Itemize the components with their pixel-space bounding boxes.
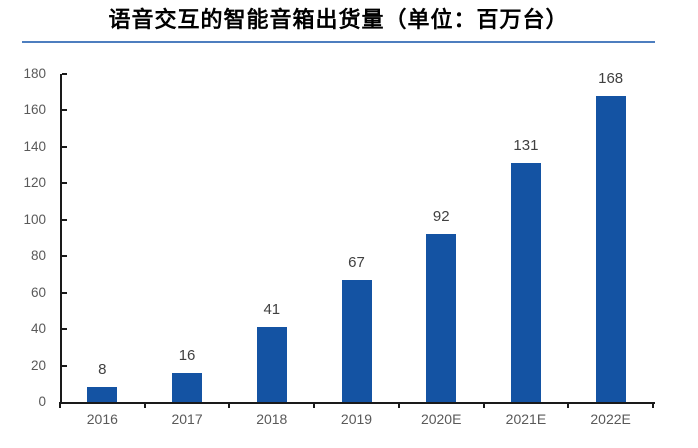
y-axis-tick-label: 180	[23, 66, 46, 81]
y-axis-tick-label: 120	[23, 175, 46, 191]
x-axis-tick-mark	[59, 402, 61, 408]
x-axis-category-label: 2022E	[590, 411, 631, 427]
bar-value-label: 8	[98, 361, 107, 379]
y-axis-tick-label: 60	[30, 284, 46, 300]
bar-2016	[87, 387, 118, 402]
y-axis-tick-mark	[62, 328, 67, 331]
x-axis-tick-mark	[143, 402, 146, 408]
bar-value-label: 168	[598, 69, 624, 87]
y-axis-tick-mark	[62, 364, 67, 367]
x-axis-category-label: 2020E	[420, 411, 462, 427]
x-axis-tick-mark	[228, 402, 231, 408]
y-axis-tick-mark	[62, 182, 67, 185]
y-axis-tick-label: 80	[30, 248, 46, 264]
y-axis-tick-label: 20	[30, 357, 46, 373]
plot-area: 0 20 40 60 80 100 120 140 160 180 8 2016 16 2017 41 201…	[23, 66, 655, 427]
bar-2019	[341, 279, 372, 402]
bar-value-label: 67	[348, 253, 365, 271]
title-divider	[22, 41, 655, 43]
y-axis-tick-label: 160	[23, 102, 46, 118]
bar-value-label: 131	[513, 137, 539, 155]
y-axis-tick-label: 0	[38, 394, 46, 409]
y-axis-tick-label: 100	[23, 211, 46, 227]
x-axis-line	[60, 402, 655, 404]
y-axis-tick-mark	[62, 255, 67, 258]
y-axis-tick-mark	[62, 145, 67, 148]
bar-value-label: 16	[178, 346, 196, 364]
y-axis-tick-label: 40	[30, 321, 46, 337]
bar-2017	[172, 372, 203, 402]
y-axis-tick-label: 140	[23, 138, 46, 154]
chart-title: 语音交互的智能音箱出货量（单位：百万台）	[108, 8, 569, 33]
x-axis-category-label: 2017	[171, 411, 203, 427]
x-axis-category-label: 2016	[86, 411, 118, 427]
bar-2018	[256, 327, 287, 402]
x-axis-category-label: 2021E	[505, 411, 547, 427]
y-axis-line	[60, 74, 62, 404]
y-axis-tick-mark	[62, 73, 67, 75]
x-axis-category-label: 2019	[340, 411, 373, 427]
x-axis-tick-mark	[397, 402, 400, 408]
x-axis-tick-mark	[482, 402, 485, 408]
x-axis-tick-mark	[652, 402, 654, 408]
x-axis-category-label: 2018	[256, 411, 288, 427]
x-axis-tick-mark	[313, 402, 316, 408]
bar-value-label: 41	[263, 301, 281, 319]
y-axis-tick-mark	[62, 109, 67, 112]
bar-2022e	[595, 95, 626, 402]
y-axis-tick-mark	[62, 218, 67, 221]
y-axis-tick-mark	[62, 291, 67, 294]
x-axis-tick-mark	[567, 402, 570, 408]
bar-2021e	[510, 163, 541, 402]
bar-value-label: 92	[432, 208, 450, 226]
bar-2020e	[426, 234, 457, 402]
